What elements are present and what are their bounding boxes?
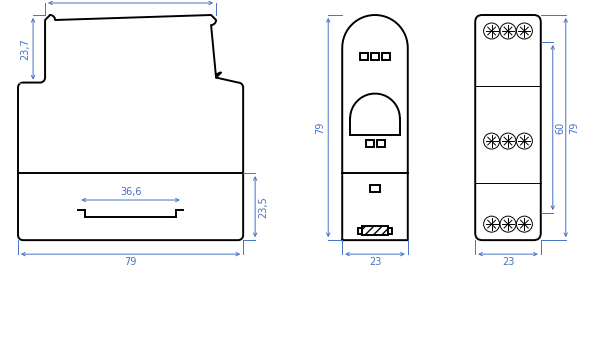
Bar [370, 185, 380, 192]
Bar [358, 228, 362, 234]
Bar [365, 140, 373, 147]
Bar [360, 53, 368, 60]
Text: 79: 79 [569, 121, 579, 134]
Text: 23,5: 23,5 [258, 196, 268, 218]
Text: 36,6: 36,6 [120, 187, 141, 197]
Text: 23: 23 [502, 257, 514, 267]
Bar [362, 226, 388, 235]
Bar [382, 53, 390, 60]
Text: 79: 79 [124, 257, 137, 267]
Text: 60: 60 [556, 121, 565, 134]
Bar [388, 228, 392, 234]
Bar [371, 53, 379, 60]
Text: 23,7: 23,7 [20, 38, 30, 60]
Bar [376, 140, 384, 147]
Text: 23: 23 [369, 257, 381, 267]
Text: 79: 79 [315, 121, 325, 134]
